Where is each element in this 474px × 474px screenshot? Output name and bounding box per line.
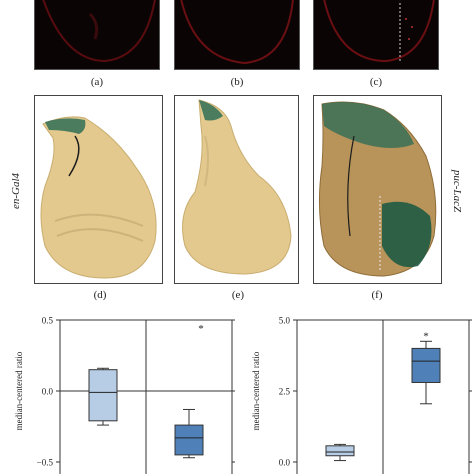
caption-c: (c) — [369, 76, 383, 88]
box-plot-left: 0.5 0.0 −0.5 median-centered ratio * — [14, 316, 235, 474]
outlier-marker: * — [198, 323, 204, 335]
panel-c-image — [313, 0, 439, 70]
side-label-en-gal4: en-Gal4 — [10, 172, 23, 210]
caption-e: (e) — [231, 289, 245, 301]
significance-annotation: * — [423, 330, 429, 342]
caption-a: (a) — [90, 76, 104, 88]
panel-e-wing-disc — [182, 99, 292, 275]
y-axis-label: median-centered ratio — [251, 351, 261, 430]
caption-f: (f) — [371, 289, 383, 301]
panel-b-image — [174, 0, 300, 70]
panel-d-wing-disc — [40, 116, 157, 279]
box-plot-right: 5.0 2.5 0.0 median-centered ratio * — [251, 316, 472, 474]
panel-c-tissue — [323, 0, 435, 63]
caption-b: (b) — [230, 76, 244, 88]
y-tick-label: 0.0 — [279, 458, 291, 468]
box-iqr — [411, 347, 441, 383]
panel-e-image — [174, 95, 299, 284]
y-tick-label: 0.5 — [42, 316, 54, 326]
panel-f-image — [313, 95, 442, 284]
panel-a-image — [34, 0, 160, 70]
box-iqr — [88, 369, 118, 422]
caption-d: (d) — [93, 289, 107, 301]
panel-f-wing-disc — [318, 101, 437, 277]
y-tick-label: 5.0 — [279, 316, 291, 326]
panel-a-tissue — [42, 0, 156, 63]
panel-b-tissue — [180, 0, 294, 65]
y-tick-label: −0.5 — [37, 458, 54, 468]
box-iqr — [325, 445, 355, 457]
panel-d-image — [34, 95, 163, 284]
side-label-puc-lacz: puc-LacZ — [451, 169, 464, 213]
box-iqr — [174, 424, 204, 456]
y-tick-label: 0.0 — [42, 387, 54, 397]
y-tick-label: 2.5 — [279, 387, 291, 397]
y-axis-label: median-centered ratio — [14, 351, 24, 430]
